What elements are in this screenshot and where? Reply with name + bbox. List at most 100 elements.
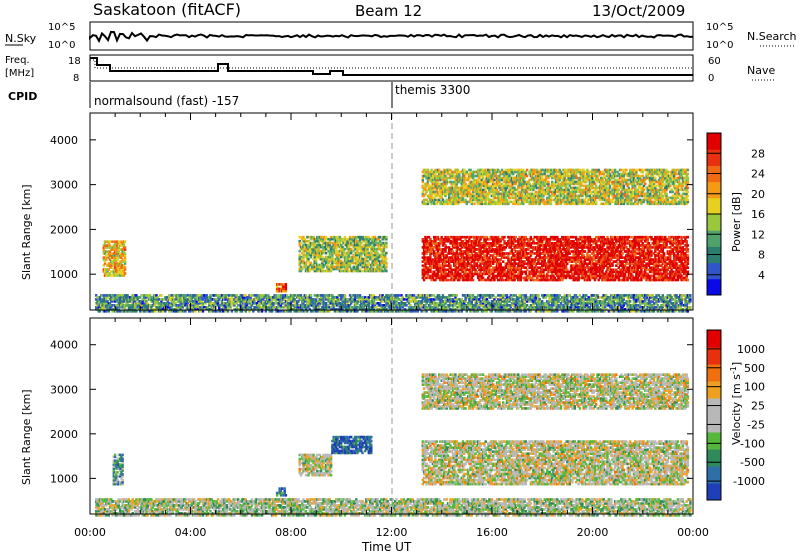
data-cell <box>494 258 497 261</box>
data-cell <box>377 255 381 259</box>
data-cell <box>456 194 460 198</box>
data-cell <box>512 244 515 247</box>
data-cell <box>573 260 577 263</box>
data-cell <box>312 241 315 245</box>
data-cell <box>307 239 310 243</box>
data-cell <box>646 242 649 245</box>
data-cell <box>621 240 624 243</box>
data-cell <box>551 264 554 267</box>
data-cell <box>366 249 369 253</box>
data-cell <box>536 242 539 245</box>
data-cell <box>600 266 603 269</box>
data-cell <box>122 274 126 277</box>
data-cell <box>602 262 605 265</box>
data-cell <box>488 192 491 196</box>
data-cell <box>628 256 632 259</box>
data-cell <box>625 258 628 261</box>
data-cell <box>465 262 468 265</box>
data-cell <box>503 178 506 182</box>
data-cell <box>443 170 446 174</box>
data-cell <box>459 200 462 204</box>
data-cell <box>512 196 515 200</box>
data-cell <box>378 245 382 249</box>
data-cell <box>505 180 509 184</box>
data-cell <box>430 186 433 190</box>
data-cell <box>566 235 569 239</box>
data-cell <box>539 268 543 272</box>
data-cell <box>631 248 634 251</box>
data-cell <box>588 278 592 282</box>
data-cell <box>557 248 560 251</box>
data-cell <box>574 242 578 245</box>
data-cell <box>360 235 363 239</box>
data-cell <box>523 262 526 265</box>
data-cell <box>676 238 680 241</box>
data-cell <box>317 255 320 259</box>
data-cell <box>631 242 634 245</box>
data-cell <box>603 252 607 255</box>
data-cell <box>490 244 494 247</box>
data-cell <box>681 240 685 243</box>
data-cell <box>497 266 500 269</box>
data-cell <box>421 186 424 190</box>
data-cell <box>110 254 113 257</box>
data-cell <box>524 276 528 280</box>
data-cell <box>470 194 473 198</box>
data-cell <box>358 269 362 273</box>
data-cell <box>528 244 531 247</box>
data-cell <box>628 258 632 261</box>
data-cell <box>543 246 546 249</box>
data-cell <box>103 242 107 245</box>
data-cell <box>478 192 481 196</box>
data-cell <box>122 240 126 243</box>
data-cell <box>430 266 433 269</box>
data-cell <box>657 235 661 239</box>
data-cell <box>524 256 528 259</box>
data-cell <box>676 254 680 257</box>
data-cell <box>513 178 516 182</box>
data-cell <box>495 276 499 280</box>
data-cell <box>317 249 320 253</box>
data-cell <box>534 246 538 249</box>
data-cell <box>110 260 113 263</box>
data-cell <box>686 244 690 247</box>
data-cell <box>318 263 321 267</box>
data-cell <box>347 243 350 247</box>
data-cell <box>455 174 458 178</box>
data-cell <box>680 260 683 263</box>
data-cell <box>299 265 303 269</box>
data-cell <box>498 174 501 178</box>
data-cell <box>612 256 615 259</box>
data-cell <box>370 251 373 255</box>
data-cell <box>335 243 338 247</box>
data-cell <box>567 272 570 276</box>
data-cell <box>431 184 435 188</box>
data-cell <box>495 192 499 196</box>
data-cell <box>622 246 626 249</box>
data-cell <box>456 266 460 269</box>
data-cell <box>468 200 471 204</box>
data-cell <box>493 188 496 192</box>
data-cell <box>451 238 455 241</box>
data-cell <box>450 276 453 280</box>
data-cell <box>333 261 337 265</box>
data-cell <box>382 241 386 245</box>
data-cell <box>331 259 334 263</box>
data-cell <box>581 240 584 243</box>
data-cell <box>456 246 460 249</box>
data-cell <box>490 168 494 172</box>
data-cell <box>528 242 531 245</box>
data-cell <box>635 274 638 278</box>
data-cell <box>461 242 465 245</box>
data-cell <box>317 241 320 245</box>
data-cell <box>611 248 614 251</box>
data-cell <box>533 266 536 269</box>
data-cell <box>579 260 583 263</box>
data-cell <box>676 278 680 282</box>
data-cell <box>528 270 531 274</box>
data-cell <box>548 240 551 243</box>
data-cell <box>510 178 514 182</box>
data-cell <box>351 243 354 247</box>
data-cell <box>302 245 305 249</box>
data-cell <box>611 252 614 255</box>
